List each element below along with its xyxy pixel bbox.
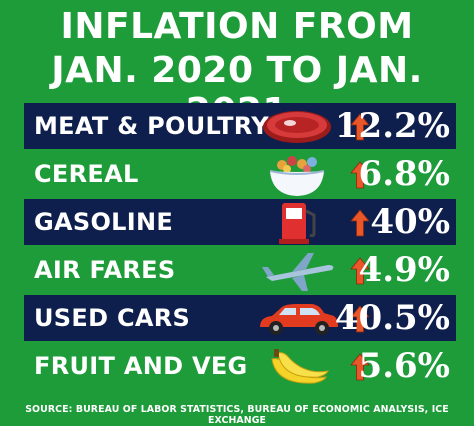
gas-pump-icon [279,203,316,244]
chart-title-line-1: INFLATION FROM [60,6,414,47]
up-arrow-icon [350,209,370,237]
category-label: GASOLINE [34,208,174,236]
cereal-bowl-icon [269,156,325,196]
up-arrow-icon [350,353,370,381]
up-arrow-icon [350,113,370,141]
table-row: GASOLINE 40% [24,199,456,245]
table-row: FRUIT AND VEG 5.6% [24,343,456,389]
steak-icon [263,111,331,143]
category-label: FRUIT AND VEG [34,352,248,380]
banana-icon [271,349,329,384]
inflation-table: MEAT & POULTRY 12.2% CEREAL 6.8% GASOLINE 40%… [24,103,456,391]
car-icon [260,304,338,335]
source-note: SOURCE: BUREAU OF LABOR STATISTICS, BURE… [25,404,449,426]
category-label: CEREAL [34,160,139,188]
table-row: USED CARS 40.5% [24,295,456,341]
inflation-value: 4.9% [358,250,450,290]
table-row: AIR FARES 4.9% [24,247,456,293]
up-arrow-icon [350,257,370,285]
airplane-icon [262,253,334,291]
inflation-value: 40.5% [334,298,450,338]
table-row: CEREAL 6.8% [24,151,456,197]
inflation-value: 40% [370,202,450,242]
up-arrow-icon [350,305,370,333]
inflation-value: 6.8% [358,154,450,194]
category-label: USED CARS [34,304,191,332]
up-arrow-icon [350,161,370,189]
inflation-value: 12.2% [334,106,450,146]
table-row: MEAT & POULTRY 12.2% [24,103,456,149]
category-label: AIR FARES [34,256,176,284]
inflation-value: 5.6% [358,346,450,386]
category-label: MEAT & POULTRY [34,112,269,140]
